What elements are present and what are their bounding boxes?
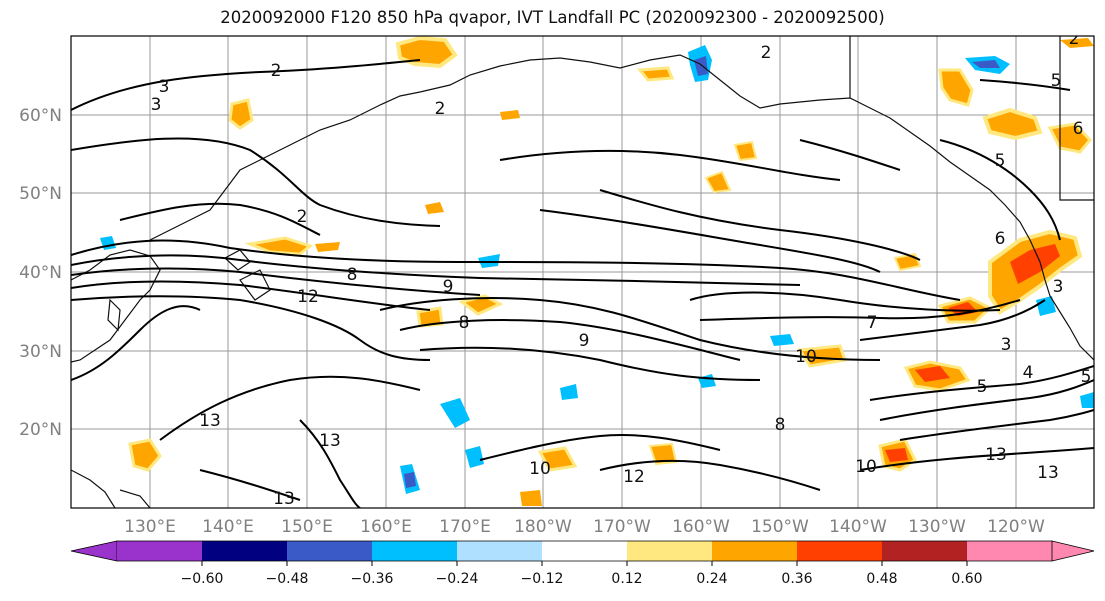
contour-label: 2: [435, 99, 446, 119]
contour-label: 2: [1069, 29, 1080, 49]
lon-tick-label: 140°E: [202, 517, 254, 537]
lon-tick-label: 160°E: [360, 517, 412, 537]
contour-label: 9: [579, 331, 590, 351]
colorbar-tick-label: −0.36: [351, 571, 394, 587]
colorbar-tick-label: −0.60: [181, 571, 224, 587]
contour-label: 8: [775, 415, 786, 435]
colorbar-segment: [1051, 540, 1095, 562]
lon-tick-label: 150°W: [751, 517, 809, 537]
lon-tick-label: 170°E: [439, 517, 491, 537]
colorbar-tick-label: 0.12: [611, 571, 642, 587]
ivt-contours: [71, 59, 1094, 508]
contour-label: 9: [443, 277, 454, 297]
colorbar-tick-label: −0.12: [521, 571, 564, 587]
colorbar-tick-label: 0.48: [866, 571, 897, 587]
contour-label: 2: [761, 43, 772, 63]
lon-tick-label: 180°W: [514, 517, 572, 537]
contour-label: 5: [977, 377, 988, 397]
colorbar-segment: [372, 541, 457, 561]
colorbar-segment: [70, 540, 118, 562]
colorbar-segment: [712, 541, 797, 561]
map-title: 2020092000 F120 850 hPa qvapor, IVT Land…: [220, 8, 885, 27]
contour-label: 3: [1001, 335, 1012, 355]
contour-label: 8: [347, 265, 358, 285]
colorbar-tick-label: −0.48: [266, 571, 309, 587]
contour-label: 13: [1037, 463, 1059, 483]
contour-label: 5: [1081, 367, 1092, 387]
contour-label: 5: [995, 151, 1006, 171]
lon-tick-label: 130°E: [124, 517, 176, 537]
contour-label: 7: [867, 313, 878, 333]
contour-labels: 2 2 2 3 3 2 5 6 5 8 12 8 9 7 9 10 6 3 13…: [151, 29, 1092, 509]
contour-label: 6: [995, 229, 1006, 249]
contour-label: 3: [1053, 277, 1064, 297]
contour-label: 3: [151, 95, 162, 115]
contour-label: 10: [795, 347, 817, 367]
colorbar-tick-label: 0.24: [696, 571, 727, 587]
lat-tick-label: 60°N: [19, 106, 62, 126]
lat-tick-label: 50°N: [19, 184, 62, 204]
contour-label: 6: [1073, 119, 1084, 139]
colorbar-segment: [627, 541, 712, 561]
lat-tick-label: 30°N: [19, 342, 62, 362]
contour-label: 12: [297, 287, 319, 307]
lon-tick-label: 170°W: [593, 517, 651, 537]
lat-tick-label: 20°N: [19, 420, 62, 440]
contour-label: 13: [199, 411, 221, 431]
contour-label: 10: [855, 457, 877, 477]
lon-tick-label: 150°E: [281, 517, 333, 537]
contour-label: 4: [1023, 363, 1034, 383]
contour-label: 13: [319, 431, 341, 451]
colorbar-outline: [117, 540, 1052, 562]
contour-label: 2: [297, 207, 308, 227]
latitude-axis: 60°N 50°N 40°N 30°N 20°N: [19, 106, 62, 440]
contour-label: 10: [529, 459, 551, 479]
colorbar-segment: [202, 541, 287, 561]
lon-tick-label: 120°W: [987, 517, 1045, 537]
lat-tick-label: 40°N: [19, 263, 62, 283]
colorbar-segment: [797, 541, 882, 561]
lon-tick-label: 130°W: [908, 517, 966, 537]
contour-label: 5: [1051, 71, 1062, 91]
contour-label: 13: [985, 445, 1007, 465]
colorbar-segment: [287, 541, 372, 561]
colorbar-tick-label: 0.60: [951, 571, 982, 587]
lon-tick-label: 140°W: [829, 517, 887, 537]
colorbar-segment: [117, 541, 202, 561]
lon-tick-label: 160°W: [672, 517, 730, 537]
contour-label: 2: [271, 61, 282, 81]
longitude-axis: 130°E 140°E 150°E 160°E 170°E 180°W 170°…: [124, 517, 1045, 537]
colorbar-segment: [542, 541, 627, 561]
gridlines: [71, 36, 1094, 508]
contour-label: 8: [459, 313, 470, 333]
colorbar-segment: [882, 541, 967, 561]
map-frame: [70, 35, 1095, 509]
colorbar-segment: [457, 541, 542, 561]
coastlines: [71, 36, 1094, 508]
contour-label: 13: [273, 489, 295, 509]
colorbar-segment: [967, 541, 1052, 561]
colorbar: −0.60 −0.48 −0.36 −0.24 −0.12 0.12 0.24 …: [70, 540, 1095, 587]
colorbar-tick-label: −0.24: [436, 571, 479, 587]
contour-label: 12: [623, 467, 645, 487]
colorbar-tick-label: 0.36: [781, 571, 812, 587]
contour-label: 3: [159, 77, 170, 97]
